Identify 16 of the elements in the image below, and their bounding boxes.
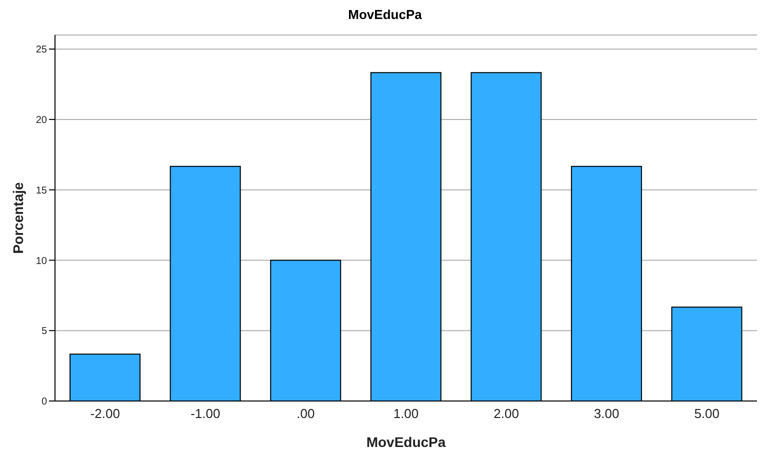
chart-title: MovEducPa: [347, 7, 423, 24]
x-tick-label: -1.00: [190, 406, 220, 422]
y-tick-label: 5: [41, 326, 48, 338]
x-tick-label: -2.00: [90, 406, 120, 422]
y-tick-label: 20: [36, 115, 48, 126]
x-axis-title: MovEducPa: [366, 434, 446, 450]
x-tick-label: .00: [296, 406, 315, 422]
y-tick-label: 15: [36, 185, 48, 196]
y-axis-title: Porcentaje: [10, 182, 26, 254]
x-tick-label: 1.00: [393, 406, 419, 422]
x-tick-label: 2.00: [494, 406, 519, 422]
x-tick-label: 3.00: [594, 406, 620, 422]
x-tick-label: 5.00: [694, 406, 720, 422]
y-tick-label: 0: [41, 396, 48, 408]
y-tick-label: 10: [36, 256, 48, 267]
y-tick-label: 25: [36, 44, 48, 56]
